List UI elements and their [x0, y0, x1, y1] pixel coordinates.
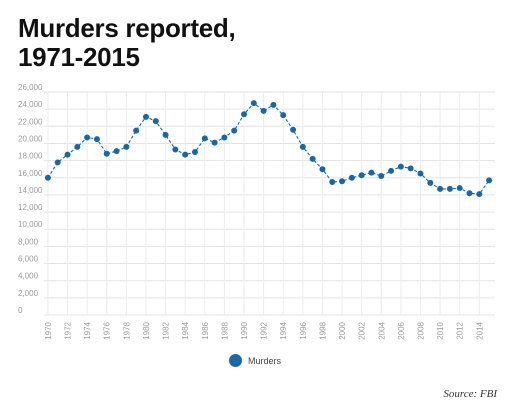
x-tick-label: 1974 [83, 321, 92, 339]
x-tick-label: 1980 [142, 321, 151, 339]
data-point[interactable] [486, 177, 493, 184]
data-point[interactable] [162, 131, 169, 138]
x-tick-label: 1972 [64, 321, 73, 339]
x-tick-label: 2002 [358, 321, 367, 339]
y-tick-label: 18,000 [18, 152, 43, 161]
data-point[interactable] [250, 100, 257, 107]
data-point[interactable] [378, 173, 385, 180]
x-tick-label: 2000 [338, 321, 347, 339]
x-tick-label: 1996 [299, 321, 308, 339]
data-point[interactable] [54, 159, 61, 166]
y-tick-label: 6,000 [18, 255, 39, 264]
data-point[interactable] [241, 111, 248, 118]
data-point[interactable] [113, 148, 120, 155]
data-point[interactable] [103, 150, 110, 157]
x-tick-label: 2006 [397, 321, 406, 339]
data-point[interactable] [64, 151, 71, 158]
x-tick-label: 2010 [436, 321, 445, 339]
data-point[interactable] [348, 174, 355, 181]
x-tick-label: 1994 [279, 321, 288, 339]
x-tick-label: 1990 [240, 321, 249, 339]
y-tick-label: 16,000 [18, 169, 43, 178]
data-point[interactable] [368, 169, 375, 176]
data-point[interactable] [231, 127, 238, 134]
x-tick-label: 2004 [377, 321, 386, 339]
data-point[interactable] [142, 113, 149, 120]
x-tick-label: 1970 [44, 321, 53, 339]
data-point[interactable] [123, 143, 130, 150]
x-tick-label: 1992 [260, 321, 269, 339]
x-tick-label: 1982 [162, 321, 171, 339]
x-tick-label: 1986 [201, 321, 210, 339]
legend: Murders [229, 354, 281, 367]
data-point[interactable] [437, 185, 444, 192]
series-line [47, 102, 490, 195]
x-tick-label: 2008 [416, 321, 425, 339]
legend-marker-icon [229, 354, 242, 367]
data-point[interactable] [133, 127, 140, 134]
data-point[interactable] [172, 146, 179, 153]
y-tick-label: 10,000 [18, 220, 43, 229]
data-point[interactable] [152, 118, 159, 125]
grid-lines [44, 91, 495, 316]
x-tick-label: 1988 [220, 321, 229, 339]
y-tick-label: 24,000 [18, 100, 43, 109]
x-tick-label: 2012 [456, 321, 465, 339]
legend-label: Murders [248, 355, 282, 366]
x-tick-label: 1976 [103, 321, 112, 339]
series-murders [44, 100, 493, 198]
data-point[interactable] [280, 112, 287, 119]
data-point[interactable] [182, 151, 189, 158]
data-point[interactable] [466, 190, 473, 197]
data-point[interactable] [221, 134, 228, 141]
data-point[interactable] [339, 178, 346, 185]
data-point[interactable] [270, 101, 277, 108]
y-tick-label: 0 [18, 306, 23, 315]
y-tick-label: 26,000 [18, 83, 43, 92]
x-tick-label: 2014 [475, 321, 484, 339]
data-point[interactable] [358, 172, 365, 179]
y-axis-ticks: 0 2,000 4,000 6,000 8,000 10,000 12,000 14,000 1… [18, 83, 43, 315]
data-point[interactable] [417, 170, 424, 177]
data-point[interactable] [388, 167, 395, 174]
data-point[interactable] [299, 143, 306, 150]
data-point[interactable] [456, 185, 463, 192]
data-point[interactable] [260, 107, 267, 114]
x-tick-label: 1984 [181, 321, 190, 339]
y-tick-label: 14,000 [18, 186, 43, 195]
y-tick-label: 2,000 [18, 289, 39, 298]
data-point[interactable] [44, 174, 51, 181]
y-tick-label: 22,000 [18, 117, 43, 126]
x-tick-label: 1978 [122, 321, 131, 339]
data-point[interactable] [211, 139, 218, 146]
y-tick-label: 20,000 [18, 134, 43, 143]
x-tick-label: 1998 [318, 321, 327, 339]
y-tick-label: 8,000 [18, 237, 39, 246]
data-point[interactable] [407, 165, 414, 172]
data-point[interactable] [476, 191, 483, 198]
data-point[interactable] [446, 185, 453, 192]
data-point[interactable] [329, 179, 336, 186]
data-point[interactable] [319, 166, 326, 173]
data-point[interactable] [290, 126, 297, 133]
chart-title: Murders reported, 1971-2015 [18, 13, 236, 72]
data-point[interactable] [74, 143, 81, 150]
data-point[interactable] [309, 155, 316, 162]
x-axis-ticks: 1970 1972 1974 1976 1978 1980 1982 1984 1986 1988… [44, 321, 484, 339]
data-point[interactable] [191, 149, 198, 156]
data-point[interactable] [84, 134, 91, 141]
y-tick-label: 12,000 [18, 203, 43, 212]
source-note: Source: FBI [443, 388, 497, 400]
data-point[interactable] [201, 135, 208, 142]
data-point[interactable] [93, 136, 100, 143]
data-point[interactable] [397, 163, 404, 170]
y-tick-label: 4,000 [18, 272, 39, 281]
data-point[interactable] [427, 179, 434, 186]
